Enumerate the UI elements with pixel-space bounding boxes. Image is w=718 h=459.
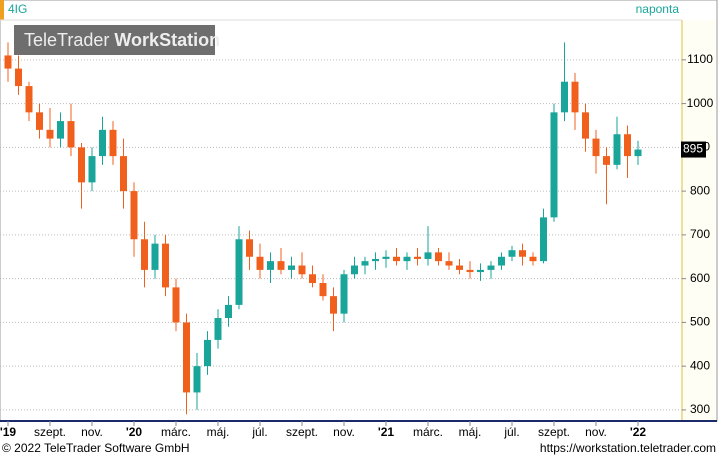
footer-right: https://workstation.teletrader.com [540, 441, 716, 455]
candle-body [109, 129, 117, 157]
candle-body [582, 112, 589, 139]
candle-body [487, 265, 495, 270]
y-tick-label: 1100 [687, 52, 713, 66]
period: naponta [636, 2, 680, 16]
candle-body [456, 265, 463, 270]
candle-body [424, 252, 432, 259]
candle-body [246, 239, 253, 257]
candle-body [540, 217, 547, 262]
candle-body [57, 121, 64, 139]
candle-body [225, 304, 232, 319]
watermark-box [14, 25, 215, 55]
candle-body [330, 296, 337, 314]
candle-body [624, 134, 631, 157]
watermark-brand: TeleTrader [24, 30, 109, 50]
candle-body [340, 274, 348, 314]
y-tick-label: 400 [690, 358, 710, 372]
candle-body [172, 287, 180, 323]
y-tick-label: 700 [690, 227, 710, 241]
x-tick-label: '19 [0, 425, 16, 439]
y-tick-label: 1000 [687, 96, 714, 110]
x-tick-label: szept. [34, 425, 66, 439]
chart-title: 4IG [8, 2, 27, 16]
footer-left: © 2022 TeleTrader Software GmbH [2, 441, 190, 455]
candle-body [477, 269, 484, 273]
candle-body [613, 134, 621, 165]
x-tick-label: szept. [286, 425, 318, 439]
candle-body [15, 68, 22, 87]
x-tick-label: '21 [378, 425, 395, 439]
candle-body [414, 256, 421, 259]
candle-body [267, 261, 274, 270]
candle-body [235, 239, 243, 305]
candle-body [393, 256, 400, 262]
candle-body [277, 261, 285, 270]
x-tick-label: szept. [538, 425, 570, 439]
candle-body [508, 250, 516, 257]
candle-body [571, 81, 579, 113]
candle-body [519, 250, 526, 257]
candle-body [372, 258, 379, 262]
candle-body [99, 129, 106, 157]
candle-body [4, 55, 12, 69]
candle-body [130, 191, 138, 240]
candle-body [67, 121, 75, 148]
y-tick-label: 600 [690, 271, 710, 285]
candle-body [466, 269, 474, 273]
candle-body [445, 261, 453, 266]
last-value: 895 [683, 142, 703, 156]
candle-body [78, 147, 85, 183]
candle-body [361, 261, 369, 266]
x-tick-label: '20 [126, 425, 143, 439]
y-axis-area [682, 20, 716, 420]
candle-body [403, 256, 411, 262]
candle-body [25, 86, 33, 113]
x-tick-label: júl. [251, 425, 267, 439]
x-tick-label: júl. [503, 425, 519, 439]
candle-body [151, 243, 159, 270]
candle-body [88, 156, 96, 183]
x-tick-label: márc. [161, 425, 191, 439]
y-tick-label: 500 [690, 315, 710, 329]
candle-body [183, 322, 190, 393]
candle-body [214, 318, 222, 340]
x-tick-label: '22 [630, 425, 647, 439]
x-tick-label: nov. [585, 425, 607, 439]
candle-body [351, 265, 358, 275]
plot-frame [0, 0, 718, 422]
candle-body [204, 339, 211, 367]
candle-body [120, 156, 127, 192]
x-tick-label: máj. [207, 425, 230, 439]
candle-body [529, 256, 537, 262]
candle-body [634, 149, 642, 157]
candle-body [36, 112, 43, 130]
last-value-box [681, 141, 706, 158]
x-tick-label: nov. [81, 425, 103, 439]
x-tick-label: máj. [459, 425, 482, 439]
candle-body [288, 265, 295, 270]
candle-body [141, 239, 148, 270]
y-tick-label: 300 [690, 402, 710, 416]
candle-body [256, 256, 264, 270]
series-marker [0, 0, 4, 20]
candle-body [309, 274, 316, 284]
watermark: TeleTrader WorkStation [24, 30, 220, 50]
candle-body [550, 112, 558, 218]
y-tick-label: 800 [690, 183, 710, 197]
candle-body [319, 283, 327, 297]
x-tick-label: nov. [333, 425, 355, 439]
watermark-product: WorkStation [114, 30, 220, 50]
x-tick-label: márc. [413, 425, 443, 439]
candle-body [592, 138, 600, 157]
candle-body [435, 252, 442, 262]
candle-body [382, 256, 390, 259]
candle-body [561, 81, 568, 113]
candle-body [603, 156, 610, 165]
candle-body [193, 366, 201, 393]
candle-body [298, 265, 306, 275]
candle-body [498, 256, 505, 266]
candle-body [162, 243, 169, 288]
candle-body [46, 129, 54, 139]
